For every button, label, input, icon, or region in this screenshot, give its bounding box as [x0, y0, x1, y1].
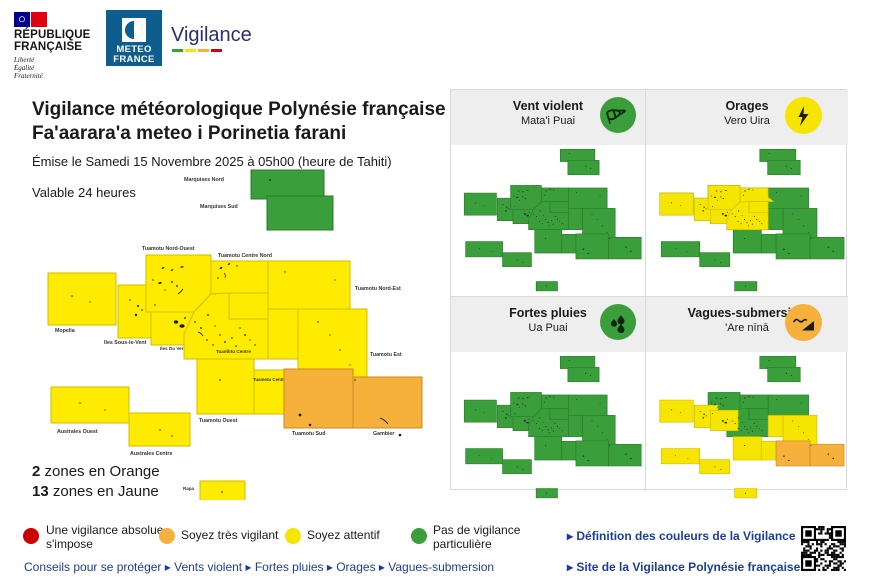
svg-text:Gambier: Gambier — [373, 431, 395, 437]
svg-text:Tuamotu Ouest: Tuamotu Ouest — [199, 418, 238, 424]
svg-text:Australes Ouest: Australes Ouest — [57, 429, 98, 435]
svg-text:Iles Sous-le-Vent: Iles Sous-le-Vent — [104, 340, 147, 346]
svg-text:Iles Du Vent: Iles Du Vent — [160, 346, 187, 351]
svg-text:Rapa: Rapa — [183, 486, 195, 491]
svg-text:Australes Centre: Australes Centre — [130, 451, 172, 457]
svg-text:Marquises Nord: Marquises Nord — [184, 177, 224, 183]
svg-text:Tuamotu Sud: Tuamotu Sud — [292, 431, 325, 437]
svg-text:Mopelia: Mopelia — [55, 328, 75, 334]
svg-text:Marquises Sud: Marquises Sud — [200, 204, 238, 210]
svg-text:Tuamotu Centre: Tuamotu Centre — [216, 349, 251, 354]
svg-text:Tuamotu Centre Nord: Tuamotu Centre Nord — [218, 253, 272, 259]
svg-text:Tuamotu Est: Tuamotu Est — [370, 352, 402, 358]
svg-text:Tuamotu Nord-Ouest: Tuamotu Nord-Ouest — [142, 246, 195, 252]
svg-text:Tuamotu Nord-Est: Tuamotu Nord-Est — [355, 286, 401, 292]
